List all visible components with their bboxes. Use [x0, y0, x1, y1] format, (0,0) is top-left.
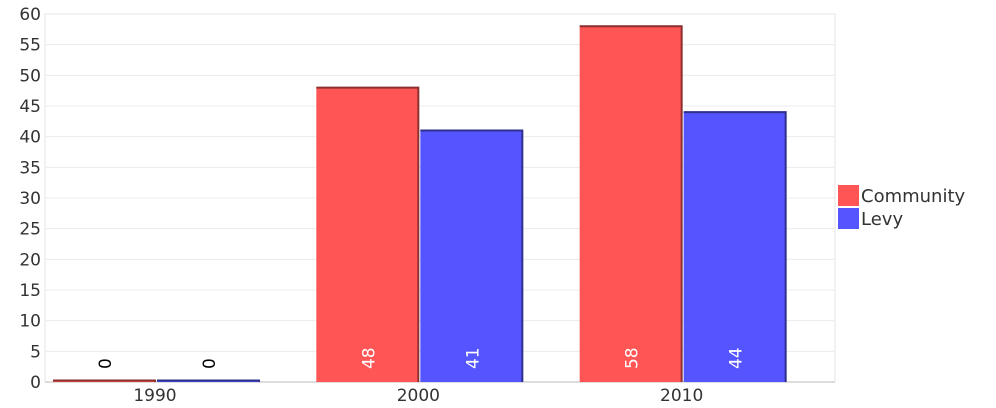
y-tick-label: 10: [19, 312, 41, 332]
y-tick-label: 5: [30, 342, 41, 362]
x-tick-label: 1990: [133, 386, 176, 406]
bar-value-label: 58: [623, 347, 643, 369]
bar-value-label: 41: [463, 347, 483, 369]
bar-value-label: 44: [727, 347, 747, 369]
y-tick-label: 35: [19, 158, 41, 178]
bar-edge: [53, 379, 156, 382]
bar-edge: [316, 86, 420, 382]
bar-community-1990: [53, 379, 156, 382]
x-tick-label: 2000: [397, 386, 440, 406]
y-tick-label: 15: [19, 281, 41, 301]
y-tick-label: 20: [19, 250, 41, 270]
y-tick-label: 25: [19, 220, 41, 240]
bars: 0 0 48 41 58 44: [53, 25, 787, 383]
y-tick-label: 60: [19, 5, 41, 25]
y-tick-label: 50: [19, 66, 41, 86]
legend-label: Community: [861, 186, 966, 207]
y-tick-label: 45: [19, 97, 41, 117]
bar-levy-2000: [420, 129, 524, 382]
bar-fill: [579, 26, 682, 383]
y-tick-label: 40: [19, 128, 41, 148]
bar-value-label: 48: [359, 347, 379, 369]
legend-swatch: [838, 185, 859, 206]
y-tick-label: 30: [19, 189, 41, 209]
legend-swatch: [838, 208, 859, 229]
bar-community-2000: [316, 86, 420, 382]
bar-fill: [420, 130, 523, 382]
bar-value-label: 0: [96, 358, 116, 369]
bar-edge: [579, 25, 683, 382]
x-tick-label: 2010: [660, 386, 703, 406]
bar-value-label: 0: [200, 358, 220, 369]
bar-community-2010: [579, 25, 683, 383]
y-tick-label: 0: [30, 373, 41, 393]
legend-item-community: Community: [838, 185, 966, 207]
bar-edge: [420, 129, 524, 382]
bar-levy-2010: [683, 111, 787, 382]
legend-item-levy: Levy: [838, 208, 903, 230]
bar-levy-1990: [157, 379, 260, 382]
bar-fill: [683, 112, 786, 382]
y-tick-label: 55: [19, 36, 41, 56]
bar-edge: [683, 111, 787, 382]
x-axis-ticks: 1990 2000 2010: [133, 386, 703, 406]
bar-fill: [316, 87, 419, 382]
y-axis-ticks: 0 5 10 15 20 25 30 35 40 45 50 55 60: [19, 5, 41, 393]
legend-label: Levy: [861, 209, 903, 230]
bar-edge: [157, 379, 260, 382]
